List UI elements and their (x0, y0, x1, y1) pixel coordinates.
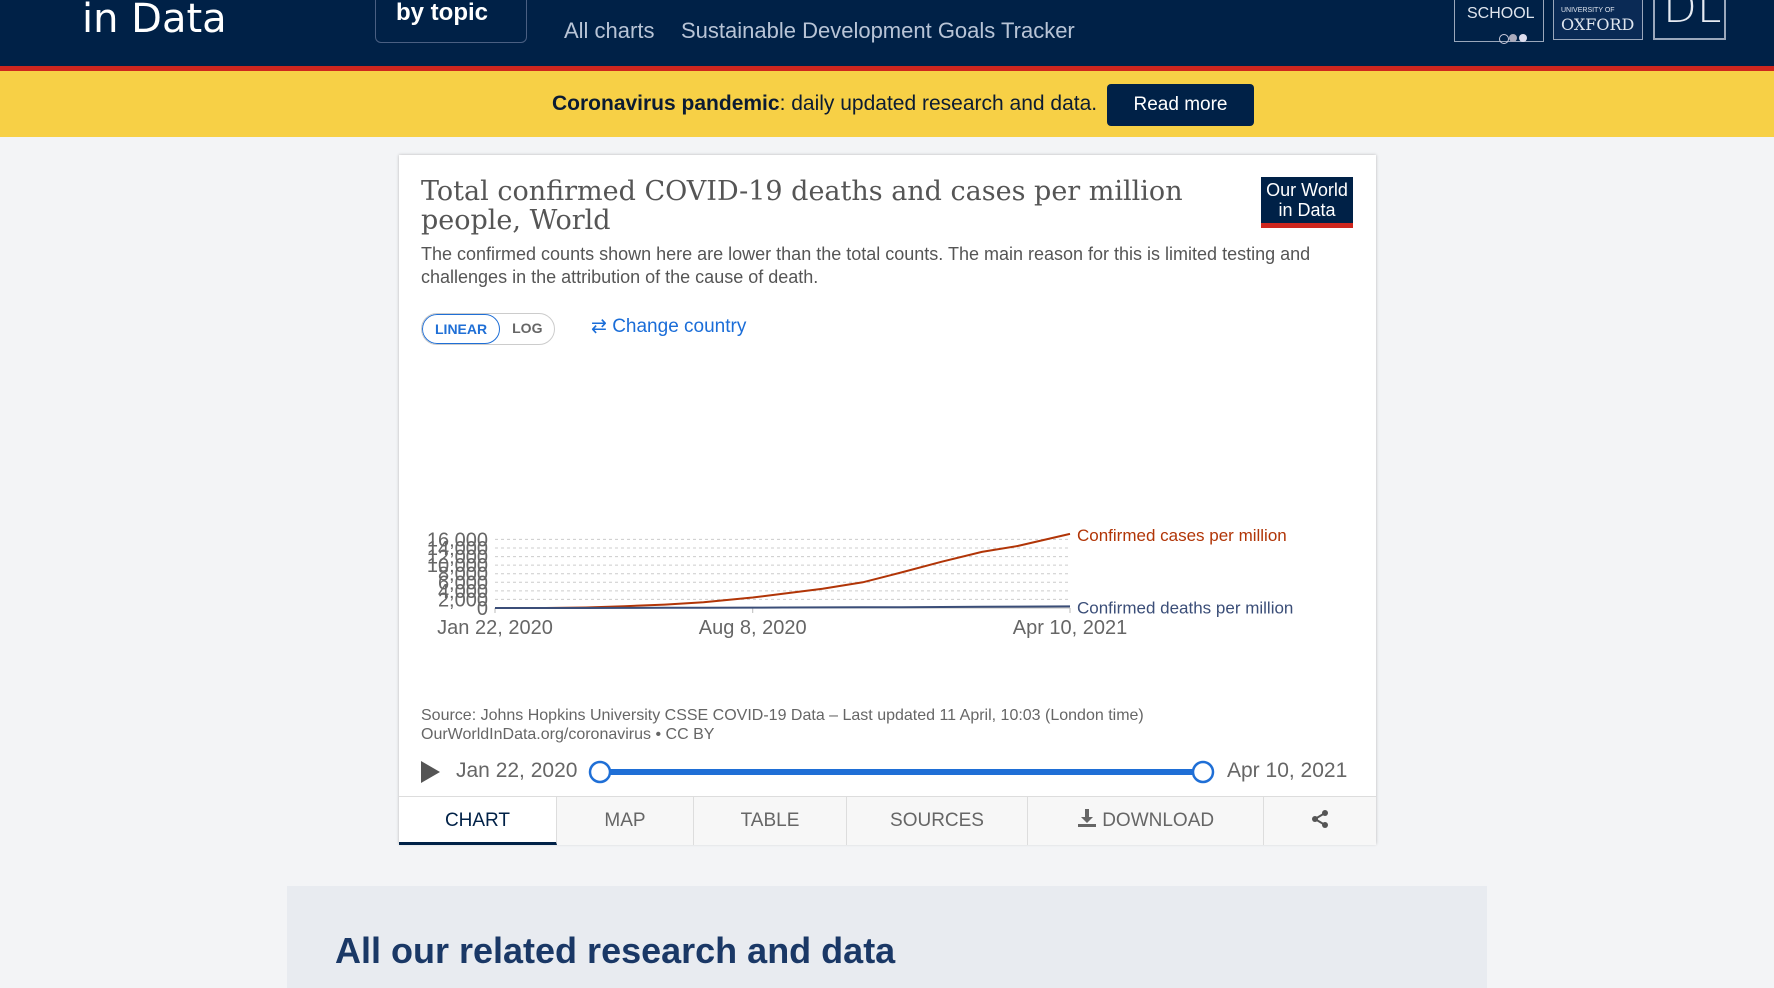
timeline-track[interactable] (599, 769, 1202, 775)
site-header: in Data by topic All charts Sustainable … (0, 0, 1774, 71)
deaths-series-line (495, 605, 1071, 609)
timeline-start-handle[interactable] (588, 760, 612, 784)
university-of-oxford-logo[interactable]: UNIVERSITY OF OXFORD (1553, 0, 1643, 40)
global-change-data-lab-logo[interactable]: DL (1653, 0, 1726, 40)
play-icon[interactable] (421, 761, 440, 783)
y-tick-label: 8,000 (438, 564, 488, 586)
y-tick-label: 10,000 (427, 555, 488, 577)
log-scale-button[interactable]: LOG (512, 320, 543, 336)
timeline-end-handle[interactable] (1191, 760, 1215, 784)
deaths-series-label: Confirmed deaths per million (1077, 598, 1293, 617)
tab-sources[interactable]: SOURCES (847, 797, 1028, 845)
chart-tabs: CHART MAP TABLE SOURCES DOWNLOAD (399, 796, 1376, 845)
cases-series-line (495, 532, 1071, 609)
y-tick-label: 6,000 (438, 572, 488, 594)
tab-table[interactable]: TABLE (694, 797, 847, 845)
x-tick-label: Aug 8, 2020 (699, 617, 807, 639)
coronavirus-banner: Coronavirus pandemic: daily updated rese… (0, 71, 1774, 137)
share-icon (1310, 800, 1330, 848)
related-research-heading: All our related research and data (335, 930, 896, 971)
chart-subtitle: The confirmed counts shown here are lowe… (421, 244, 1311, 287)
browse-by-topic-button[interactable]: by topic (375, 0, 527, 43)
tab-chart[interactable]: CHART (399, 797, 557, 845)
download-icon (1077, 799, 1097, 847)
chart-card: Total confirmed COVID-19 deaths and case… (399, 155, 1376, 845)
y-tick-label: 14,000 (427, 538, 488, 560)
nav-all-charts[interactable]: All charts (564, 18, 655, 43)
y-tick-label: 12,000 (427, 547, 488, 569)
chart-title: Total confirmed COVID-19 deaths and case… (421, 176, 1183, 236)
tab-share[interactable] (1264, 797, 1376, 845)
tab-download[interactable]: DOWNLOAD (1028, 797, 1264, 845)
line-chart: 02,0004,0006,0008,00010,00012,00014,0001… (427, 526, 1294, 639)
timeline-controls: Jan 22, 2020 Apr 10, 2021 (399, 755, 1376, 805)
scale-toggle: LINEAR LOG (421, 313, 556, 345)
owid-logo[interactable]: Our World in Data (1261, 177, 1353, 228)
y-tick-label: 4,000 (438, 581, 488, 603)
y-tick-label: 16,000 (427, 529, 488, 551)
swap-arrows-icon: ⇄ (591, 316, 607, 337)
x-tick-label: Apr 10, 2021 (1013, 617, 1128, 639)
cases-series-label: Confirmed cases per million (1077, 526, 1287, 545)
nav-sdg-tracker[interactable]: Sustainable Development Goals Tracker (681, 18, 1075, 43)
timeline-end-label: Apr 10, 2021 (1227, 759, 1348, 782)
x-tick-label: Jan 22, 2020 (437, 617, 553, 639)
y-tick-label: 0 (477, 598, 488, 620)
tab-map[interactable]: MAP (557, 797, 694, 845)
related-research-section: All our related research and data (287, 886, 1487, 988)
banner-text: Coronavirus pandemic: daily updated rese… (552, 92, 1098, 115)
timeline-start-label: Jan 22, 2020 (456, 759, 578, 782)
chart-source: Source: Johns Hopkins University CSSE CO… (421, 707, 1144, 743)
read-more-button[interactable]: Read more (1107, 84, 1254, 126)
linear-scale-button[interactable]: LINEAR (422, 314, 501, 344)
y-tick-label: 2,000 (438, 589, 488, 611)
site-logo[interactable]: in Data (82, 0, 227, 42)
change-country-button[interactable]: ⇄ Change country (591, 316, 747, 337)
oxford-martin-school-logo[interactable]: SCHOOL (1454, 0, 1544, 44)
